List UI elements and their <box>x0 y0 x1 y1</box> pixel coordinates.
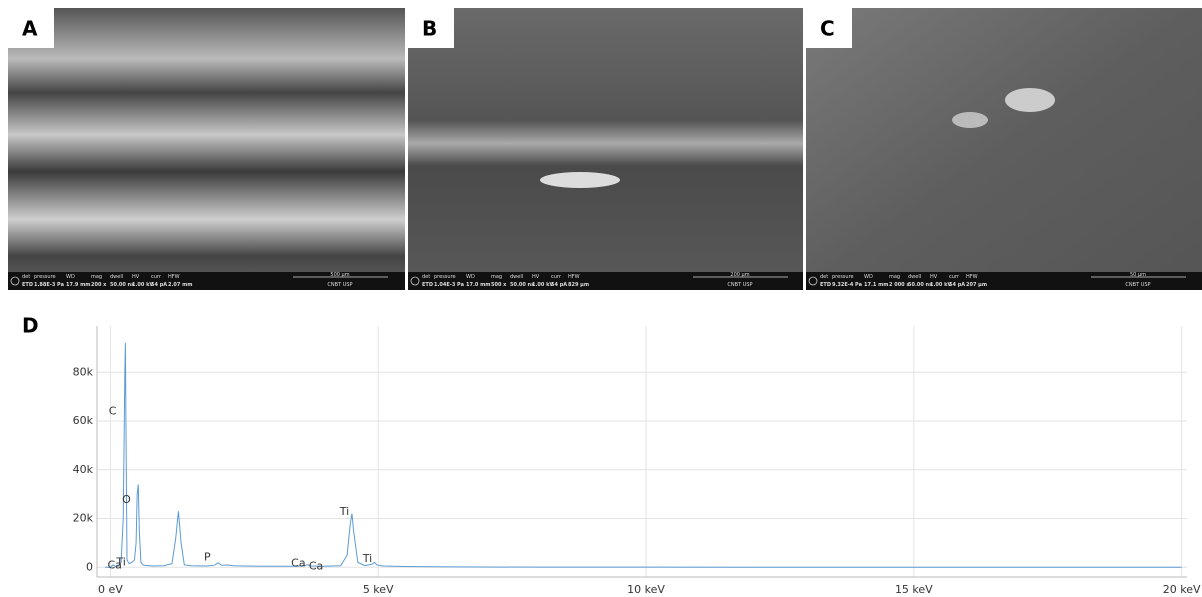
bright-deposit <box>540 172 620 188</box>
info-value: 207 µm <box>966 282 987 288</box>
sem-image <box>408 8 803 290</box>
info-header: dwell <box>110 274 123 280</box>
scale-label: 500 µm <box>330 272 349 278</box>
info-header: det <box>422 274 430 280</box>
info-value: 1.04E-3 Pa <box>434 282 464 288</box>
y-tick-label: 60k <box>73 414 94 427</box>
peak-label: O <box>122 493 131 506</box>
info-value: ETD <box>820 282 831 288</box>
info-value: 54 pA <box>949 282 965 288</box>
detector-icon <box>808 276 818 286</box>
sem-image <box>806 8 1202 290</box>
info-header: HV <box>132 274 140 280</box>
info-value: ETD <box>422 282 433 288</box>
info-header: mag <box>491 274 502 280</box>
info-bar <box>408 272 803 290</box>
info-header: curr <box>551 274 562 280</box>
info-header: curr <box>949 274 960 280</box>
info-header: det <box>820 274 828 280</box>
info-header: dwell <box>510 274 523 280</box>
info-header: curr <box>151 274 162 280</box>
info-header: det <box>22 274 30 280</box>
info-header: HV <box>930 274 938 280</box>
info-header: dwell <box>908 274 921 280</box>
sem-image <box>8 8 405 290</box>
peak-label: P <box>204 551 211 564</box>
bright-deposit <box>1005 88 1055 112</box>
info-value: 54 pA <box>551 282 567 288</box>
info-value: 50.00 ns <box>110 282 134 288</box>
info-header: HV <box>532 274 540 280</box>
info-value: ETD <box>22 282 33 288</box>
info-header: mag <box>91 274 102 280</box>
info-value: 54 pA <box>151 282 167 288</box>
info-bar <box>8 272 405 290</box>
info-value: 1.88E-3 Pa <box>34 282 64 288</box>
sem-images <box>8 8 1202 290</box>
panel-label: B <box>422 17 437 41</box>
info-header: WD <box>466 274 475 280</box>
info-value: 200 x <box>91 282 107 288</box>
detector-icon <box>410 276 420 286</box>
info-header: WD <box>66 274 75 280</box>
x-tick-label: 15 keV <box>895 583 933 596</box>
x-tick-label: 10 keV <box>627 583 665 596</box>
scale-label: 50 µm <box>1130 272 1146 278</box>
scale-label: 200 µm <box>730 272 749 278</box>
facility: CNBT USP <box>1125 282 1150 288</box>
info-value: 17.1 mm <box>864 282 889 288</box>
peak-label: C <box>109 404 117 417</box>
info-value: 2.07 mm <box>168 282 193 288</box>
y-tick-label: 80k <box>73 365 94 378</box>
facility: CNBT USP <box>327 282 352 288</box>
info-header: mag <box>889 274 900 280</box>
panel-label: A <box>22 17 38 41</box>
info-value: 9.32E-4 Pa <box>832 282 862 288</box>
info-bar <box>806 272 1202 290</box>
peak-label: Ti <box>362 552 372 565</box>
info-header: pressure <box>832 274 854 280</box>
x-tick-label: 0 eV <box>98 583 123 596</box>
y-tick-label: 0 <box>86 560 93 573</box>
peak-label: Ca <box>107 558 121 571</box>
info-header: HFW <box>568 274 580 280</box>
info-header: pressure <box>434 274 456 280</box>
info-value: 17.9 mm <box>66 282 91 288</box>
info-header: HFW <box>168 274 180 280</box>
panel-label-box <box>8 8 54 48</box>
bright-deposit <box>952 112 988 128</box>
x-tick-label: 5 keV <box>363 583 394 596</box>
detector-icon <box>10 276 20 286</box>
y-tick-label: 20k <box>73 512 94 525</box>
peak-label: Ti <box>115 555 125 568</box>
info-value: 500 x <box>491 282 507 288</box>
y-tick-label: 40k <box>73 463 94 476</box>
facility: CNBT USP <box>727 282 752 288</box>
panel-label-box <box>806 8 852 48</box>
spectrum-line <box>105 343 1182 568</box>
info-value: 829 µm <box>568 282 589 288</box>
peak-label: Ti <box>339 505 349 518</box>
info-header: pressure <box>34 274 56 280</box>
info-value: 17.0 mm <box>466 282 491 288</box>
panel-label-box <box>408 8 454 48</box>
panel-label: D <box>22 314 39 338</box>
info-value: 1.00 kV <box>132 282 153 288</box>
x-tick-label: 20 keV <box>1163 583 1201 596</box>
peak-label: Ca <box>291 556 305 569</box>
peak-label: Ca <box>309 559 323 572</box>
info-value: 1.00 kV <box>532 282 553 288</box>
info-value: 2 000 x <box>889 282 910 288</box>
panel-label: C <box>820 17 835 41</box>
info-header: HFW <box>966 274 978 280</box>
info-value: 1.00 kV <box>930 282 951 288</box>
info-value: 50.00 ns <box>908 282 932 288</box>
info-value: 50.00 ns <box>510 282 534 288</box>
info-header: WD <box>864 274 873 280</box>
